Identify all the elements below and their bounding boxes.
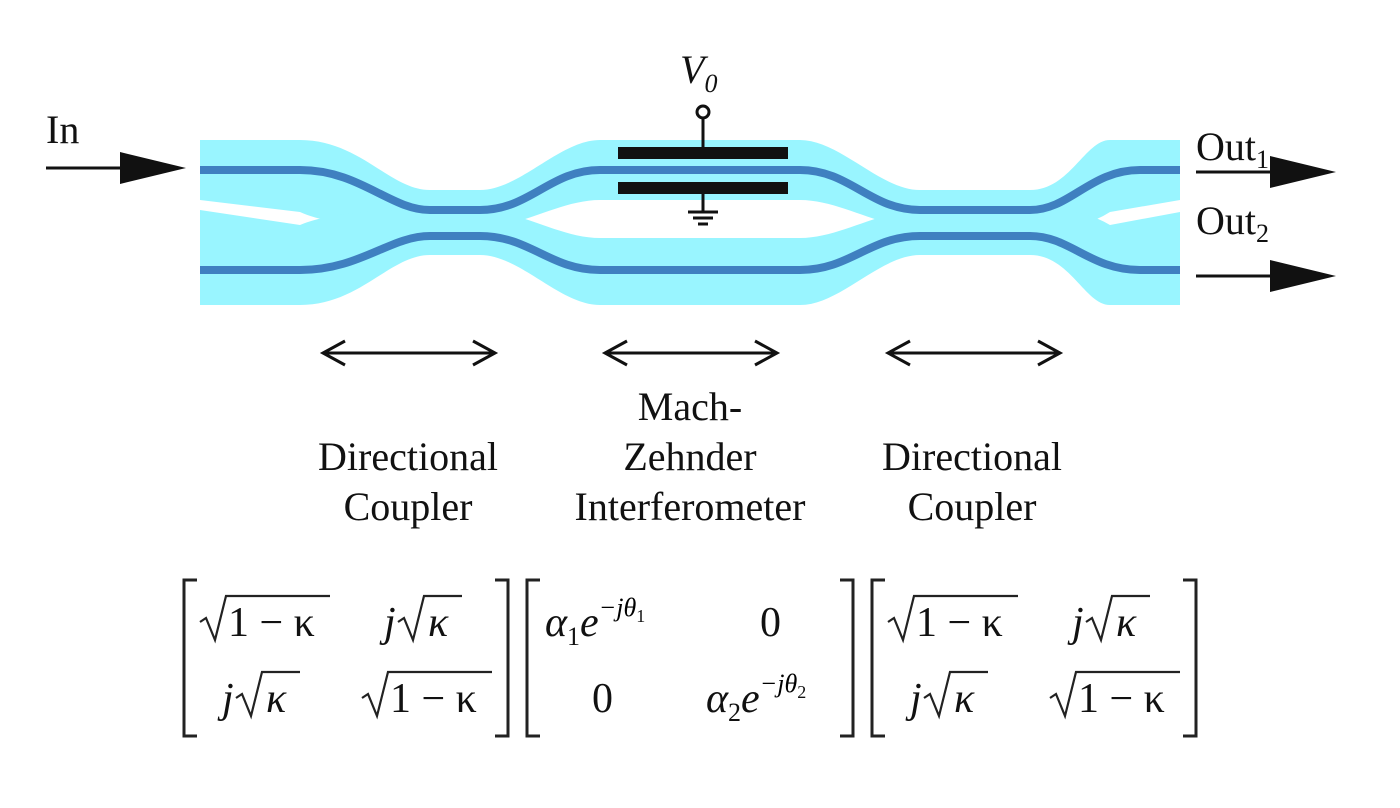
- left-coupler-label-line2: Coupler: [344, 484, 473, 529]
- m1-r2c1-j: j: [217, 676, 234, 722]
- waveguide-cladding: [200, 140, 1180, 305]
- right-coupler-label-line2: Coupler: [908, 484, 1037, 529]
- double-arrow-icon: [884, 339, 1064, 367]
- terminal-icon: [695, 104, 711, 120]
- output2-label: Out2: [1196, 198, 1269, 248]
- output1-arrow: [1196, 156, 1336, 188]
- m3-r2c1-j: j: [905, 676, 922, 722]
- m1-r1c2-kappa: κ: [428, 600, 449, 646]
- mzi-label-line3: Interferometer: [575, 484, 806, 529]
- m2-r1c2: 0: [760, 600, 781, 646]
- m3-r2c1-kappa: κ: [954, 676, 975, 722]
- double-arrow-icon: [319, 339, 499, 367]
- bottom-electrode: [618, 182, 788, 194]
- m1-r2c1-kappa: κ: [266, 676, 287, 722]
- m3-r2c2: 1 − κ: [1078, 676, 1165, 722]
- mzi-label-line1: Mach-: [638, 384, 742, 429]
- lower-cladding: [200, 210, 1180, 305]
- voltage-label: V0: [680, 47, 717, 98]
- output1-label: Out1: [1196, 124, 1269, 174]
- right-coupler-label-line1: Directional: [882, 434, 1062, 479]
- output2-arrow: [1196, 260, 1336, 292]
- right-arrow-icon: [1270, 260, 1336, 292]
- input-arrow: [46, 152, 186, 184]
- input-label: In: [46, 107, 79, 152]
- m3-r1c2-kappa: κ: [1116, 600, 1137, 646]
- section-arrows: [319, 339, 1064, 367]
- right-arrow-icon: [1270, 156, 1336, 188]
- double-arrow-icon: [601, 339, 781, 367]
- coupler-matrix-right: 1 − κ j κ j κ 1 − κ: [870, 578, 1198, 738]
- waveguide-cores: [200, 166, 1180, 274]
- left-coupler-label-line1: Directional: [318, 434, 498, 479]
- transfer-matrix-equation: 1 − κ j κ j κ 1 − κ α1e−jθ1 0 0 α2e−jθ2: [182, 578, 1198, 738]
- m1-r2c2: 1 − κ: [390, 676, 477, 722]
- coupler-matrix-left: 1 − κ j κ j κ 1 − κ: [182, 578, 510, 738]
- m2-r2c1: 0: [592, 676, 613, 722]
- ground-icon: [688, 194, 718, 226]
- m2-r1c1: α1e−jθ1: [545, 593, 645, 651]
- upper-core: [200, 166, 1180, 214]
- phase-matrix: α1e−jθ1 0 0 α2e−jθ2: [525, 578, 855, 738]
- m1-r1c1: 1 − κ: [228, 600, 315, 646]
- lower-core: [200, 232, 1180, 274]
- mzi-label-line2: Zehnder: [623, 434, 756, 479]
- m2-r2c2: α2e−jθ2: [706, 669, 806, 727]
- m3-r1c1: 1 − κ: [916, 600, 1003, 646]
- phase-shifter-electrode: [618, 104, 788, 226]
- m3-r1c2-j: j: [1067, 600, 1084, 646]
- right-arrow-icon: [120, 152, 186, 184]
- top-electrode: [618, 147, 788, 159]
- section-labels: Directional Coupler Mach- Zehnder Interf…: [318, 384, 1062, 529]
- m1-r1c2-j: j: [379, 600, 396, 646]
